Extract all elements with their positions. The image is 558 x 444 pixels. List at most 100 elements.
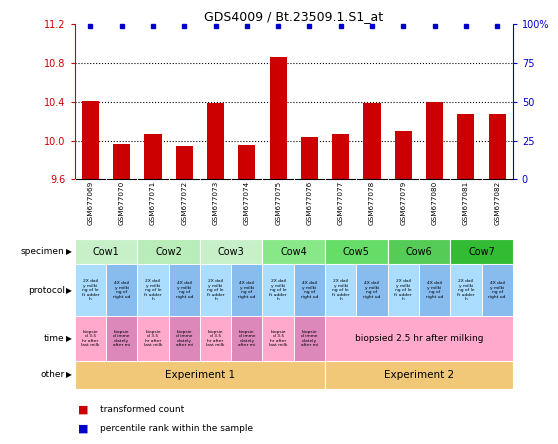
Text: transformed count: transformed count <box>100 405 184 414</box>
Bar <box>388 239 450 264</box>
Bar <box>200 239 262 264</box>
Bar <box>270 57 287 179</box>
Text: ▶: ▶ <box>66 334 72 343</box>
Text: 2X dail
y milki
ng of le
ft udder
h: 2X dail y milki ng of le ft udder h <box>395 279 412 301</box>
Bar <box>325 361 513 389</box>
Bar <box>106 316 137 361</box>
Text: 4X dail
y milki
ng of
right ud: 4X dail y milki ng of right ud <box>238 281 256 299</box>
Title: GDS4009 / Bt.23509.1.S1_at: GDS4009 / Bt.23509.1.S1_at <box>204 10 383 23</box>
Text: 4X dail
y milki
ng of
right ud: 4X dail y milki ng of right ud <box>488 281 506 299</box>
Bar <box>75 239 137 264</box>
Bar <box>75 361 325 389</box>
Bar <box>75 264 106 316</box>
Bar <box>482 264 513 316</box>
Bar <box>262 264 294 316</box>
Bar <box>113 143 131 179</box>
Text: 4X dail
y milki
ng of
right ud: 4X dail y milki ng of right ud <box>301 281 318 299</box>
Text: 4X dail
y milki
ng of
right ud: 4X dail y milki ng of right ud <box>426 281 443 299</box>
Text: biopsied 2.5 hr after milking: biopsied 2.5 hr after milking <box>355 334 483 343</box>
Text: biopsie
d imme
diately
after mi: biopsie d imme diately after mi <box>176 329 193 348</box>
Bar <box>357 264 388 316</box>
Text: GSM677076: GSM677076 <box>306 181 312 226</box>
Bar <box>388 264 419 316</box>
Text: specimen: specimen <box>21 247 65 256</box>
Text: Cow3: Cow3 <box>218 247 244 257</box>
Bar <box>137 316 169 361</box>
Text: biopsie
d imme
diately
after mi: biopsie d imme diately after mi <box>113 329 130 348</box>
Text: other: other <box>41 370 65 380</box>
Bar <box>426 102 443 179</box>
Bar <box>137 239 200 264</box>
Text: biopsie
d 3.5
hr after
last milk: biopsie d 3.5 hr after last milk <box>81 329 100 348</box>
Text: GSM677078: GSM677078 <box>369 181 375 226</box>
Text: ▶: ▶ <box>66 370 72 380</box>
Text: biopsie
d 3.5
hr after
last milk: biopsie d 3.5 hr after last milk <box>206 329 225 348</box>
Text: biopsie
d imme
diately
after mi: biopsie d imme diately after mi <box>238 329 256 348</box>
Bar <box>106 264 137 316</box>
Text: GSM677081: GSM677081 <box>463 181 469 226</box>
Text: biopsie
d imme
diately
after mi: biopsie d imme diately after mi <box>301 329 318 348</box>
Text: GSM677077: GSM677077 <box>338 181 344 226</box>
Bar <box>450 239 513 264</box>
Text: 2X dail
y milki
ng of le
ft udder
h: 2X dail y milki ng of le ft udder h <box>207 279 224 301</box>
Bar <box>325 264 357 316</box>
Text: Cow2: Cow2 <box>155 247 182 257</box>
Bar <box>489 115 506 179</box>
Bar <box>450 264 482 316</box>
Text: GSM677074: GSM677074 <box>244 181 250 226</box>
Bar <box>200 316 231 361</box>
Text: Cow6: Cow6 <box>406 247 432 257</box>
Bar <box>145 134 162 179</box>
Text: Experiment 2: Experiment 2 <box>384 370 454 380</box>
Bar <box>294 316 325 361</box>
Bar <box>325 316 513 361</box>
Text: GSM677070: GSM677070 <box>119 181 124 226</box>
Text: Cow4: Cow4 <box>281 247 307 257</box>
Bar <box>75 316 106 361</box>
Bar <box>82 101 99 179</box>
Bar <box>395 131 412 179</box>
Bar <box>238 144 256 179</box>
Bar <box>176 147 193 179</box>
Bar <box>325 239 388 264</box>
Bar <box>457 115 474 179</box>
Text: biopsie
d 3.5
hr after
last milk: biopsie d 3.5 hr after last milk <box>144 329 162 348</box>
Text: biopsie
d 3.5
hr after
last milk: biopsie d 3.5 hr after last milk <box>269 329 287 348</box>
Text: ■: ■ <box>78 424 88 434</box>
Text: Experiment 1: Experiment 1 <box>165 370 235 380</box>
Bar <box>200 264 231 316</box>
Text: 2X dail
y milki
ng of le
ft udder
h: 2X dail y milki ng of le ft udder h <box>457 279 475 301</box>
Bar <box>169 316 200 361</box>
Text: 4X dail
y milki
ng of
right ud: 4X dail y milki ng of right ud <box>113 281 131 299</box>
Text: 2X dail
y milki
ng of le
ft udder
h: 2X dail y milki ng of le ft udder h <box>144 279 162 301</box>
Bar <box>137 264 169 316</box>
Text: GSM677082: GSM677082 <box>494 181 500 226</box>
Text: ■: ■ <box>78 405 88 415</box>
Text: percentile rank within the sample: percentile rank within the sample <box>100 424 253 433</box>
Text: 4X dail
y milki
ng of
right ud: 4X dail y milki ng of right ud <box>176 281 193 299</box>
Text: GSM677073: GSM677073 <box>213 181 219 226</box>
Text: GSM677071: GSM677071 <box>150 181 156 226</box>
Bar <box>169 264 200 316</box>
Bar <box>363 103 381 179</box>
Bar <box>294 264 325 316</box>
Text: time: time <box>44 334 65 343</box>
Bar <box>207 103 224 179</box>
Text: protocol: protocol <box>28 285 65 295</box>
Bar <box>419 264 450 316</box>
Bar <box>231 316 262 361</box>
Text: 2X dail
y milki
ng of le
ft udder
h: 2X dail y milki ng of le ft udder h <box>81 279 99 301</box>
Text: GSM677069: GSM677069 <box>88 181 93 226</box>
Text: ▶: ▶ <box>66 285 72 295</box>
Text: Cow7: Cow7 <box>468 247 495 257</box>
Text: 2X dail
y milki
ng of le
ft udder
h: 2X dail y milki ng of le ft udder h <box>332 279 349 301</box>
Bar <box>332 134 349 179</box>
Bar <box>262 316 294 361</box>
Text: ▶: ▶ <box>66 247 72 256</box>
Text: GSM677080: GSM677080 <box>431 181 437 226</box>
Bar <box>231 264 262 316</box>
Text: Cow1: Cow1 <box>93 247 119 257</box>
Bar <box>301 137 318 179</box>
Text: GSM677079: GSM677079 <box>400 181 406 226</box>
Text: GSM677075: GSM677075 <box>275 181 281 226</box>
